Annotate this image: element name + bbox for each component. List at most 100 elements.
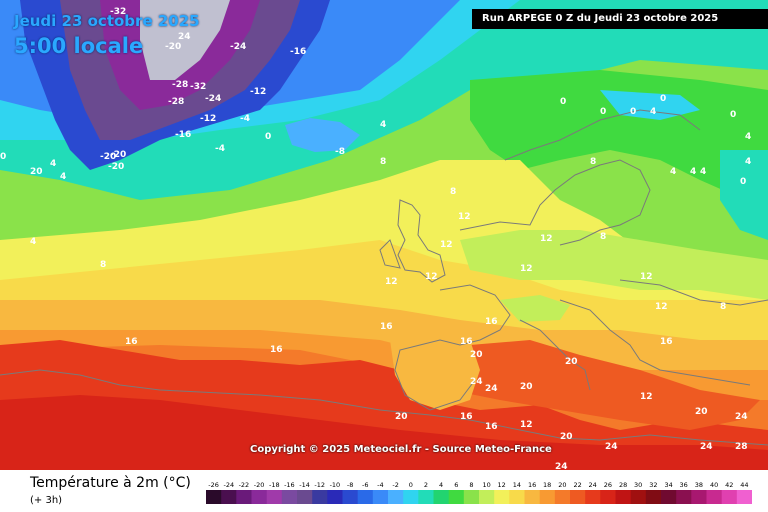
map-temperature-label: 16 <box>460 337 473 347</box>
map-temperature-label: -32 <box>190 82 206 92</box>
scale-label: 2 <box>424 481 428 489</box>
scale-swatch <box>433 490 449 504</box>
scale-label: 12 <box>498 481 506 489</box>
map-temperature-label: 20 <box>695 407 708 417</box>
map-temperature-label: 4 <box>60 172 66 182</box>
field-russia-cold <box>720 150 768 240</box>
scale-label: -10 <box>330 481 341 489</box>
scale-swatch <box>539 490 556 504</box>
scale-label: 36 <box>680 481 688 489</box>
map-temperature-label: 12 <box>440 240 453 250</box>
scale-swatch <box>266 490 283 504</box>
scale-swatch <box>342 490 358 504</box>
coastlines <box>0 109 768 446</box>
map-temperature-label: 8 <box>720 302 726 312</box>
scale-swatch <box>463 490 480 504</box>
scale-swatch <box>585 490 601 504</box>
map-temperature-label: 16 <box>380 322 393 332</box>
map-temperature-label: 12 <box>640 272 653 282</box>
scale-label: 32 <box>649 481 657 489</box>
map-temperature-label: 8 <box>450 187 456 197</box>
map-temperature-label: -16 <box>290 47 306 57</box>
field-africa-hot <box>0 395 768 470</box>
map-temperature-label: -24 <box>230 42 246 52</box>
field-arctic-patch <box>600 90 700 120</box>
scale-swatch <box>645 490 662 504</box>
scale-label: -6 <box>362 481 368 489</box>
map-temperature-label: -8 <box>335 147 345 157</box>
scale-label: 20 <box>558 481 566 489</box>
scale-swatch <box>236 490 252 504</box>
map-temperature-label: -12 <box>250 87 266 97</box>
scale-label: 4 <box>439 481 443 489</box>
map-temperature-label: 24 <box>555 462 568 470</box>
scale-swatch <box>372 490 389 504</box>
scale-swatch <box>448 490 465 504</box>
map-temperature-label: -4 <box>240 114 250 124</box>
scale-label: 42 <box>725 481 733 489</box>
scale-label: 16 <box>528 481 536 489</box>
scale-label: 8 <box>469 481 473 489</box>
map-temperature-label: 4 <box>700 167 706 177</box>
scale-label: 24 <box>589 481 597 489</box>
field-alps <box>500 295 570 322</box>
map-temperature-label: 20 <box>395 412 408 422</box>
map-temperature-label: 8 <box>380 157 386 167</box>
scale-swatch <box>297 490 313 504</box>
map-temperature-label: -32 <box>110 7 126 17</box>
scale-label: -12 <box>314 481 325 489</box>
map-temperature-label: 24 <box>178 32 191 42</box>
scale-label: 28 <box>619 481 627 489</box>
map-temperature-label: -4 <box>215 144 225 154</box>
forecast-date: Jeudi 23 octobre 2025 <box>14 12 200 30</box>
scale-swatch <box>570 490 586 504</box>
scale-label: 34 <box>664 481 672 489</box>
scale-swatch <box>736 490 752 504</box>
field-greenland-peak <box>140 0 230 80</box>
map-temperature-label: 8 <box>590 157 596 167</box>
map-temperature-label: 4 <box>745 157 751 167</box>
map-temperature-label: -20 <box>108 162 124 172</box>
scale-label: 10 <box>482 481 490 489</box>
map-temperature-label: 12 <box>520 264 533 274</box>
scale-swatch <box>691 490 707 504</box>
legend-subtitle: (+ 3h) <box>30 495 63 506</box>
field-iceland <box>285 118 360 152</box>
map-temperature-label: 24 <box>735 412 748 422</box>
scale-swatch <box>676 490 692 504</box>
map-temperature-label: 12 <box>425 272 438 282</box>
map-temperature-label: 8 <box>600 232 606 242</box>
map-temperature-label: 4 <box>380 120 386 130</box>
map-temperature-label: 0 <box>265 132 271 142</box>
legend-title: Température à 2m (°C) <box>30 475 191 491</box>
map-temperature-label: 12 <box>385 277 398 287</box>
scale-label: -26 <box>208 481 219 489</box>
scale-label: 38 <box>695 481 703 489</box>
scale-label: -8 <box>347 481 353 489</box>
map-temperature-label: 12 <box>640 392 653 402</box>
map-temperature-label: -20 <box>110 150 126 160</box>
field-europe-mid <box>460 230 768 300</box>
map-temperature-label: 4 <box>670 167 676 177</box>
map-temperature-label: -16 <box>175 130 191 140</box>
map-temperature-label: 4 <box>745 132 751 142</box>
map-temperature-label: -28 <box>168 97 184 107</box>
scale-swatch <box>661 490 677 504</box>
scale-swatch <box>615 490 631 504</box>
scale-swatch <box>403 490 419 504</box>
map-temperature-label: 0 <box>660 94 666 104</box>
copyright-notice: Copyright © 2025 Meteociel.fr - Source M… <box>250 444 552 455</box>
scale-label: 40 <box>710 481 718 489</box>
scale-label: -20 <box>254 481 265 489</box>
map-temperature-label: 24 <box>605 442 618 452</box>
map-temperature-label: 16 <box>125 337 138 347</box>
scale-label: -14 <box>299 481 310 489</box>
map-temperature-label: 12 <box>540 234 553 244</box>
map-temperature-label: 12 <box>458 212 471 222</box>
scale-swatch <box>554 490 571 504</box>
temperature-legend: Température à 2m (°C) (+ 3h) -26 -24 -22 -2… <box>0 470 768 512</box>
map-temperature-label: 12 <box>520 420 533 430</box>
scale-swatch <box>630 490 647 504</box>
scale-label: 30 <box>634 481 642 489</box>
map-temperature-label: 0 <box>560 97 566 107</box>
